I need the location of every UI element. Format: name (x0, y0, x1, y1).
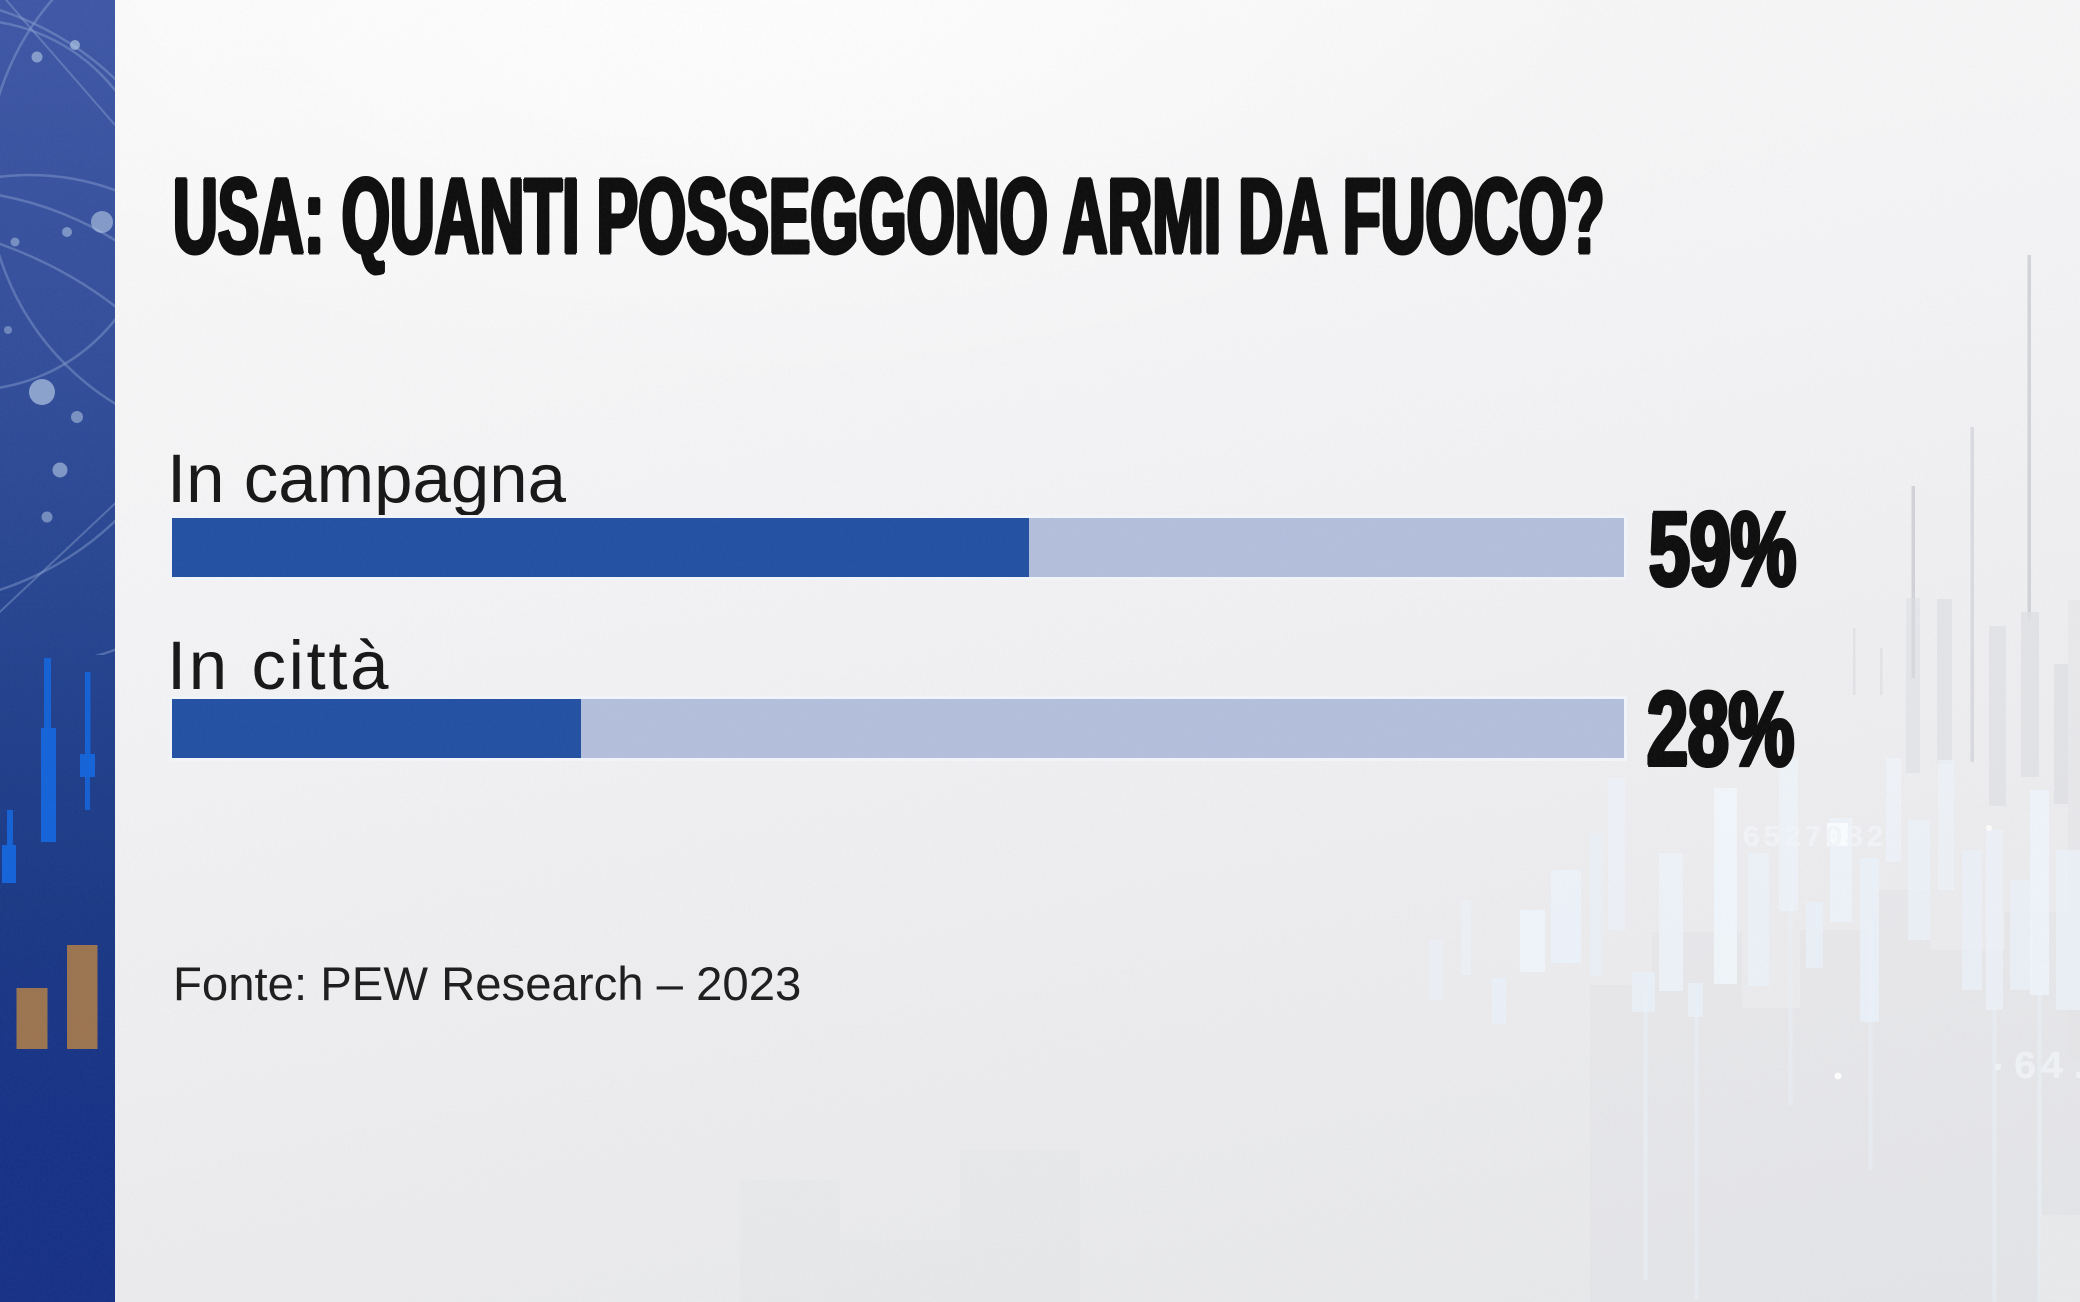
svg-text:·64.3: ·64.3 (1986, 1046, 2080, 1091)
svg-text:6527082: 6527082 (1742, 821, 1886, 856)
